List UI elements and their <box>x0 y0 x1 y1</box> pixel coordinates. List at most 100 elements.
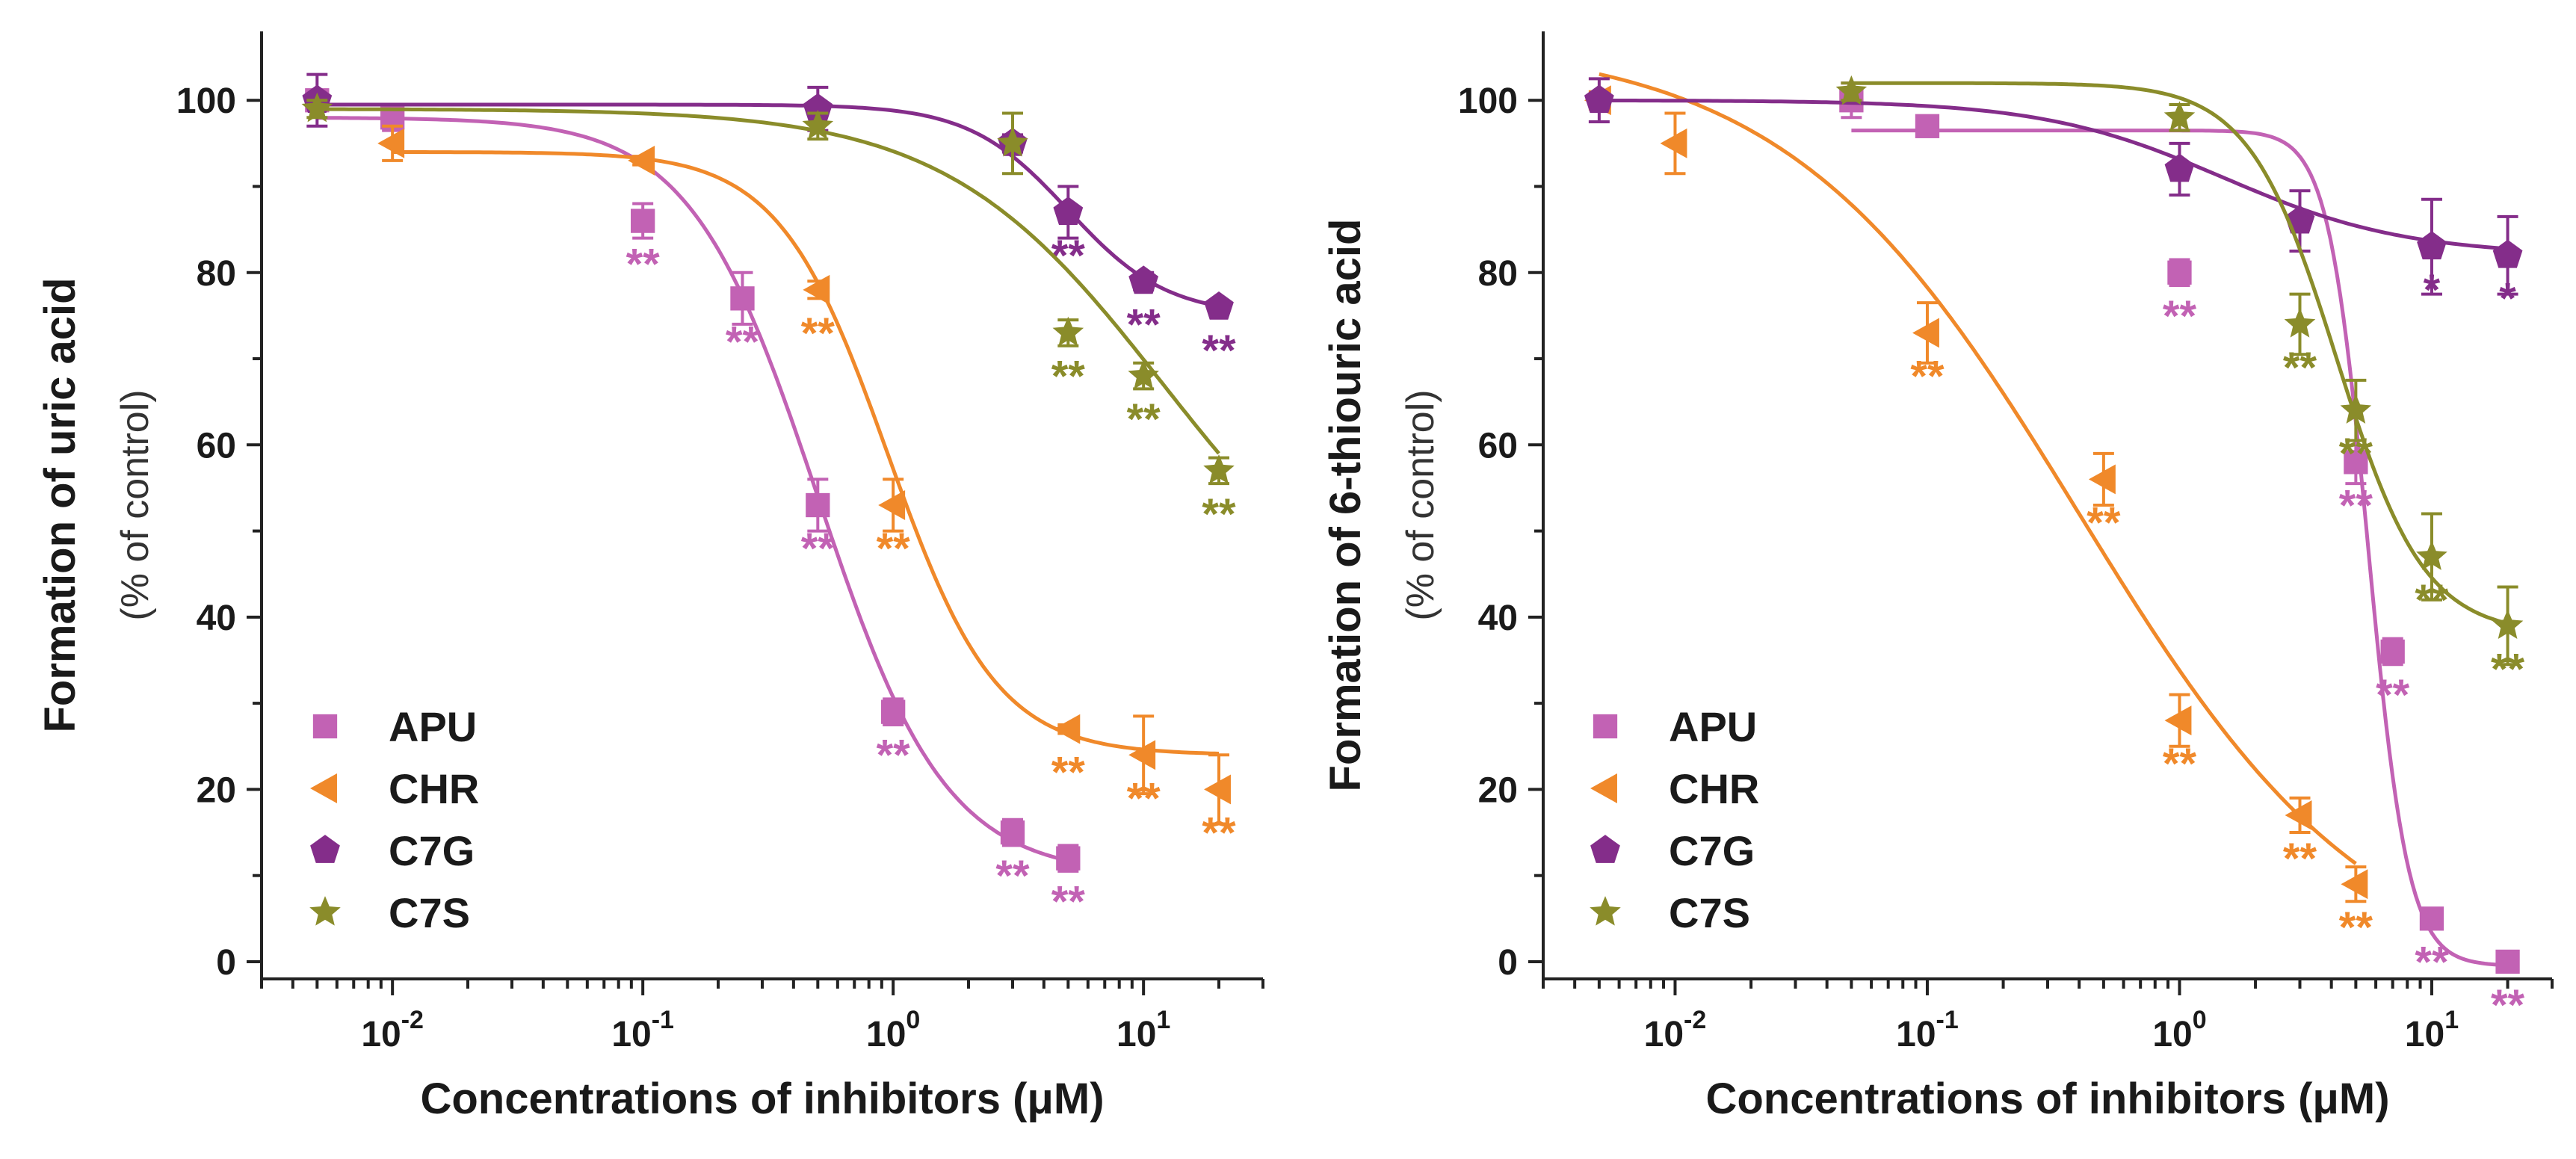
data-point <box>2380 639 2405 664</box>
data-point <box>301 92 333 123</box>
y-tick-label: 20 <box>197 770 236 810</box>
x-tick-base: 10 <box>361 1015 401 1054</box>
legend-marker <box>309 896 341 926</box>
data-point <box>2495 949 2520 974</box>
legend-marker <box>1590 773 1617 803</box>
x-axis-title: Concentrations of inhibitors (μM) <box>1705 1075 2389 1123</box>
x-tick-base: 10 <box>1644 1015 1684 1054</box>
significance-label: * <box>2424 266 2441 315</box>
data-point <box>2417 231 2447 260</box>
x-tick-base: 10 <box>866 1015 906 1054</box>
data-point <box>628 145 655 176</box>
data-point <box>1584 84 1614 114</box>
y-tick-label: 20 <box>1478 770 1518 810</box>
significance-label: ** <box>2283 835 2317 883</box>
significance-label: ** <box>877 525 911 573</box>
fit-curve <box>392 150 1220 755</box>
significance-label: ** <box>2087 498 2121 547</box>
legend-label: C7S <box>389 889 470 936</box>
significance-label: ** <box>995 852 1030 900</box>
fit-curve <box>1599 72 2357 865</box>
data-point <box>730 286 755 311</box>
significance-label: ** <box>2339 430 2373 478</box>
data-point <box>1000 820 1025 845</box>
significance-label: ** <box>801 525 835 573</box>
data-point <box>1912 318 1939 348</box>
fit-curve <box>317 107 1220 455</box>
data-point <box>1052 316 1084 347</box>
data-point <box>2344 450 2368 475</box>
x-tick-label: 10-2 <box>361 1006 424 1054</box>
x-tick-exponent: 0 <box>2193 1006 2207 1034</box>
y-axis-title: Formation of 6-thiouric acid <box>1321 219 1370 792</box>
data-point <box>806 492 830 518</box>
significance-label: ** <box>2491 645 2525 693</box>
y-tick-label: 40 <box>197 599 236 638</box>
significance-label: ** <box>2339 481 2373 530</box>
data-point <box>802 109 834 140</box>
data-point <box>1128 265 1159 294</box>
x-tick-label: 10-1 <box>1896 1006 1959 1054</box>
significance-label: ** <box>1051 878 1086 927</box>
legend: APU CHR C7G C7S <box>309 703 479 936</box>
significance-label: ** <box>2283 344 2317 392</box>
x-tick-label: 101 <box>2405 1006 2459 1054</box>
data-point <box>2285 800 2312 830</box>
y-tick-label: 80 <box>197 254 236 294</box>
y-tick-label: 0 <box>216 943 236 983</box>
legend-label: APU <box>389 703 477 750</box>
data-point <box>1204 774 1231 805</box>
significance-label: ** <box>1202 490 1236 539</box>
data-point <box>2340 394 2372 424</box>
significance-label: ** <box>2163 740 2197 788</box>
legend-marker <box>1590 835 1620 863</box>
legend: APU CHR C7G C7S <box>1590 703 1759 936</box>
y-tick-label: 40 <box>1478 599 1518 638</box>
data-point <box>1128 359 1159 389</box>
significance-label: ** <box>726 318 760 366</box>
significance-label: ** <box>1910 352 1945 401</box>
legend-marker <box>1593 714 1618 739</box>
legend-label: APU <box>1669 703 1757 750</box>
significance-label: ** <box>1127 300 1161 349</box>
fit-curve <box>317 116 1069 863</box>
data-point <box>1204 291 1234 320</box>
significance-label: ** <box>2163 292 2197 341</box>
data-point <box>1053 714 1081 744</box>
legend-marker <box>310 835 340 863</box>
significance-label: ** <box>2339 903 2373 952</box>
legend-label: C7S <box>1669 889 1750 936</box>
data-point <box>997 127 1028 157</box>
series-c7g: * * <box>1584 77 2523 324</box>
legend-marker <box>312 714 338 739</box>
data-point <box>2167 260 2192 285</box>
x-axis-title: Concentrations of inhibitors (μM) <box>420 1075 1104 1123</box>
data-point <box>881 699 906 724</box>
series-chr: ** ** ** ** ** <box>377 124 1236 857</box>
legend-label: CHR <box>1669 765 1759 812</box>
data-point <box>2088 464 2116 495</box>
significance-label: ** <box>1127 774 1161 823</box>
x-tick-exponent: 0 <box>906 1006 920 1034</box>
x-tick-base: 10 <box>611 1015 651 1054</box>
series-c7s: ** ** ** <box>301 92 1236 539</box>
significance-label: ** <box>1051 749 1086 797</box>
series-apu: ** ** ** ** ** ** <box>305 88 1085 927</box>
significance-label: ** <box>2415 938 2449 986</box>
data-point <box>2341 869 2368 900</box>
data-point <box>2492 609 2524 640</box>
significance-label: ** <box>2491 981 2525 1030</box>
fit-curve <box>1599 98 2508 251</box>
data-point <box>2163 101 2196 131</box>
data-point <box>2164 153 2195 182</box>
y-axis-subtitle: (% of control) <box>1399 389 1442 620</box>
data-point <box>2492 239 2523 268</box>
legend-marker <box>1590 896 1621 926</box>
fit-curve <box>1851 81 2509 625</box>
data-point <box>377 128 405 158</box>
legend-label: C7G <box>1669 827 1755 874</box>
x-tick-exponent: -2 <box>1684 1006 1706 1034</box>
